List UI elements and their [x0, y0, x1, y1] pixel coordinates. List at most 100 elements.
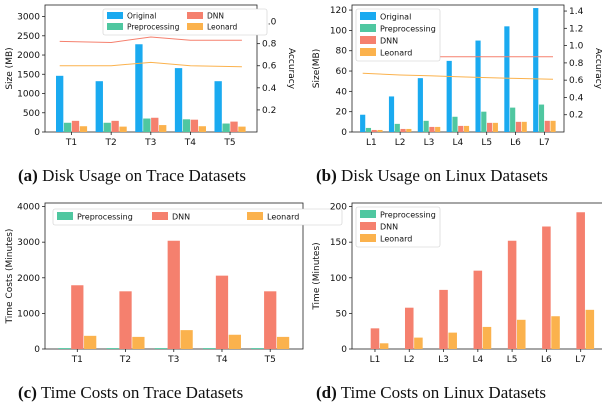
bar-leonard	[379, 343, 389, 349]
y2-tick-label: 1.0	[262, 18, 277, 28]
bar-preprocessing	[394, 123, 400, 132]
legend-label-leonard: Leonard	[380, 49, 412, 58]
legend-label-preprocessing: Preprocessing	[127, 23, 180, 32]
chart-1: 0 500 1000 1500 2000 2500 3000 Size (MB) T1 T2 T3 T…	[5, 4, 296, 148]
caption-d: (d) Time Costs on Linux Datasets	[316, 383, 547, 402]
bar-dnn	[190, 119, 199, 132]
legend-swatch-dnn	[360, 222, 376, 230]
y-tick-label: 0	[34, 345, 40, 355]
bar-leonard	[448, 332, 457, 349]
legend-label-preprocessing: Preprocessing	[380, 25, 436, 34]
bar-dnn	[71, 285, 84, 349]
bar-leonard	[276, 336, 290, 349]
bar-preprocessing	[103, 122, 111, 132]
y-tick-label: 0	[341, 128, 347, 138]
legend-swatch-leonard	[187, 23, 203, 30]
bar-dnn	[507, 240, 517, 349]
legend: Original DNN Preprocessing Leonard	[102, 8, 268, 36]
chart-2: 0 20 40 60 80 100 120 Size(MB) L1 L2 L3 L4 L5 L6 L7 0.2…	[312, 4, 602, 148]
y-tick-label: 2000	[17, 274, 40, 284]
x-tick-label: T4	[184, 138, 196, 148]
bar-preprocessing	[106, 348, 119, 349]
bar-dnn	[119, 291, 132, 349]
y2-tick-label: 0.4	[569, 93, 584, 103]
y-axis-label: Time (Minutes)	[312, 242, 322, 310]
bar-original	[214, 81, 222, 132]
x-tick-label: T5	[264, 355, 276, 365]
y-tick-label: 1000	[17, 90, 40, 100]
bar-leonard	[180, 330, 193, 349]
bar-dnn	[458, 125, 464, 132]
bar-leonard	[463, 125, 470, 132]
legend-swatch-preprocessing	[107, 23, 123, 30]
chart-4: 0 50 100 150 200 Time (Minutes) L1 L2 L3 L4 L5 L6 L7…	[312, 203, 602, 365]
legend-swatch-dnn	[360, 36, 376, 44]
bar-preprocessing	[423, 120, 429, 132]
bar-leonard	[550, 120, 556, 132]
y-tick-label: 0	[34, 128, 40, 138]
bar-leonard	[228, 334, 241, 349]
bar-leonard	[516, 319, 526, 349]
line-leonard	[59, 61, 242, 68]
legend-box	[355, 206, 441, 248]
y-tick-label: 40	[336, 87, 348, 97]
bar-original	[417, 78, 423, 132]
legend-swatch-preprocessing	[360, 210, 376, 218]
x-tick-label: L7	[575, 355, 586, 365]
y-axis-label: Time Costs (Minutes)	[5, 229, 15, 325]
y-tick-label: 2500	[17, 32, 40, 42]
bar-dnn	[429, 126, 435, 132]
legend-swatch-leonard	[247, 212, 263, 220]
bar-original	[388, 96, 395, 132]
y-tick-label: 120	[330, 6, 347, 16]
bar-dnn	[370, 328, 380, 349]
bar-dnn	[151, 117, 159, 132]
y-tick-label: 80	[336, 47, 348, 57]
x-tick-label: T4	[215, 355, 227, 365]
legend-label-leonard: Leonard	[380, 235, 412, 244]
x-tick-label: L3	[424, 138, 435, 148]
y2-tick-label: 1.4	[569, 7, 584, 17]
y-tick-label: 3000	[17, 13, 40, 23]
legend-box	[102, 8, 268, 36]
y2-tick-label: 0.6	[569, 76, 584, 86]
x-tick-label: L4	[472, 355, 483, 365]
legend-label-dnn: DNN	[207, 12, 224, 21]
bar-original	[55, 75, 64, 132]
y-tick-label: 100	[330, 26, 347, 36]
bar-preprocessing	[452, 116, 458, 132]
y-axis-label: Size(MB)	[312, 49, 322, 88]
bar-dnn	[264, 291, 277, 349]
x-tick-label: L7	[539, 138, 550, 148]
bar-preprocessing	[182, 119, 191, 132]
y-tick-label: 50	[336, 309, 348, 319]
bar-leonard	[482, 326, 492, 349]
y-axis-label: Size (MB)	[5, 47, 15, 89]
bar-dnn	[371, 129, 377, 132]
x-tick-label: L3	[438, 355, 449, 365]
bar-leonard	[492, 122, 498, 132]
bar-dnn	[542, 226, 551, 349]
y-tick-label: 200	[330, 203, 347, 213]
caption-a: (a) Disk Usage on Trace Datasets	[18, 166, 247, 185]
y2-tick-label: 0.2	[569, 111, 583, 121]
x-tick-label: L4	[452, 138, 463, 148]
y-tick-label: 150	[330, 238, 347, 248]
caption-b: (b) Disk Usage on Linux Datasets	[316, 166, 548, 185]
legend-label-preprocessing: Preprocessing	[77, 213, 133, 222]
legend-swatch-preprocessing	[57, 212, 73, 220]
y-tick-label: 2000	[17, 51, 40, 61]
y-tick-label: 3000	[17, 238, 40, 248]
y2-axis-label: Accuracy	[593, 48, 602, 90]
bar-preprocessing	[202, 348, 216, 349]
x-tick-label: T1	[65, 138, 77, 148]
bar-leonard	[132, 336, 145, 349]
bar-preprocessing	[154, 348, 168, 349]
y-tick-label: 1000	[17, 309, 40, 319]
bar-original	[504, 26, 510, 133]
y-tick-label: 4000	[17, 203, 40, 213]
x-tick-label: L6	[541, 355, 552, 365]
bar-original	[360, 114, 366, 132]
x-tick-label: T2	[105, 138, 117, 148]
